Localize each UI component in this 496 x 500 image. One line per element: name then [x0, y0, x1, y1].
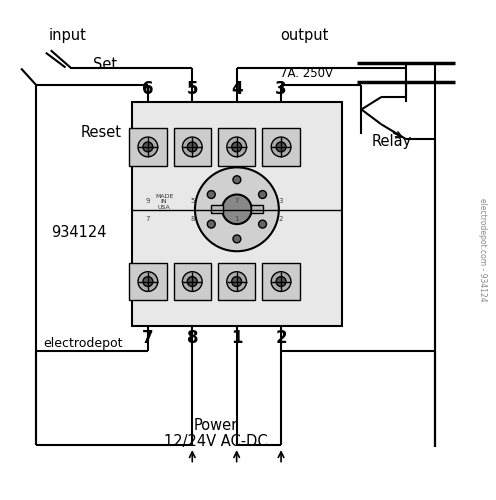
- Circle shape: [232, 276, 242, 286]
- Bar: [262, 263, 300, 300]
- Circle shape: [271, 137, 291, 157]
- Text: output: output: [280, 28, 328, 43]
- Text: 8: 8: [186, 329, 198, 347]
- Bar: [211, 206, 223, 214]
- Circle shape: [222, 194, 251, 224]
- Circle shape: [183, 272, 202, 291]
- Bar: [129, 263, 167, 300]
- Circle shape: [233, 235, 241, 243]
- Text: 934124: 934124: [51, 225, 106, 240]
- Text: Reset: Reset: [80, 125, 122, 140]
- Text: 8: 8: [190, 216, 194, 222]
- Circle shape: [183, 137, 202, 157]
- Text: Power: Power: [194, 418, 238, 432]
- Circle shape: [207, 220, 215, 228]
- Bar: [218, 128, 255, 166]
- Text: 3: 3: [279, 198, 283, 204]
- Bar: [262, 128, 300, 166]
- Circle shape: [187, 142, 197, 152]
- Text: electrodepot: electrodepot: [43, 337, 123, 350]
- Text: 12/24V AC-DC: 12/24V AC-DC: [164, 434, 268, 449]
- Circle shape: [187, 276, 197, 286]
- Text: 5: 5: [186, 80, 198, 98]
- Circle shape: [227, 137, 247, 157]
- Circle shape: [232, 142, 242, 152]
- Circle shape: [233, 176, 241, 184]
- Text: 2: 2: [279, 216, 283, 222]
- Circle shape: [258, 190, 266, 198]
- Circle shape: [143, 276, 153, 286]
- Circle shape: [276, 142, 286, 152]
- Circle shape: [276, 276, 286, 286]
- Circle shape: [258, 220, 266, 228]
- Text: 1: 1: [231, 329, 243, 347]
- Circle shape: [195, 168, 279, 251]
- Text: 7A. 250V: 7A. 250V: [280, 67, 333, 80]
- Circle shape: [227, 272, 247, 291]
- Bar: [129, 128, 167, 166]
- Text: Set: Set: [93, 56, 117, 72]
- Text: 6: 6: [142, 80, 154, 98]
- Bar: [250, 206, 262, 214]
- Text: MADE
IN
USA: MADE IN USA: [155, 194, 173, 210]
- Text: 7: 7: [235, 198, 239, 204]
- Bar: [174, 263, 211, 300]
- Text: Relay: Relay: [372, 134, 412, 149]
- Text: 4: 4: [231, 80, 243, 98]
- Text: 7: 7: [142, 329, 154, 347]
- Text: input: input: [48, 28, 86, 43]
- Text: 5: 5: [190, 198, 194, 204]
- Circle shape: [143, 142, 153, 152]
- Text: 9: 9: [146, 198, 150, 204]
- Bar: [132, 102, 342, 326]
- Text: electrodepot.com - 934124: electrodepot.com - 934124: [478, 198, 487, 302]
- Bar: [218, 263, 255, 300]
- Text: 1: 1: [235, 216, 239, 222]
- Circle shape: [271, 272, 291, 291]
- Text: 3: 3: [275, 80, 287, 98]
- Text: 7: 7: [146, 216, 150, 222]
- Text: 2: 2: [275, 329, 287, 347]
- Circle shape: [207, 190, 215, 198]
- Circle shape: [138, 272, 158, 291]
- Bar: [174, 128, 211, 166]
- Circle shape: [138, 137, 158, 157]
